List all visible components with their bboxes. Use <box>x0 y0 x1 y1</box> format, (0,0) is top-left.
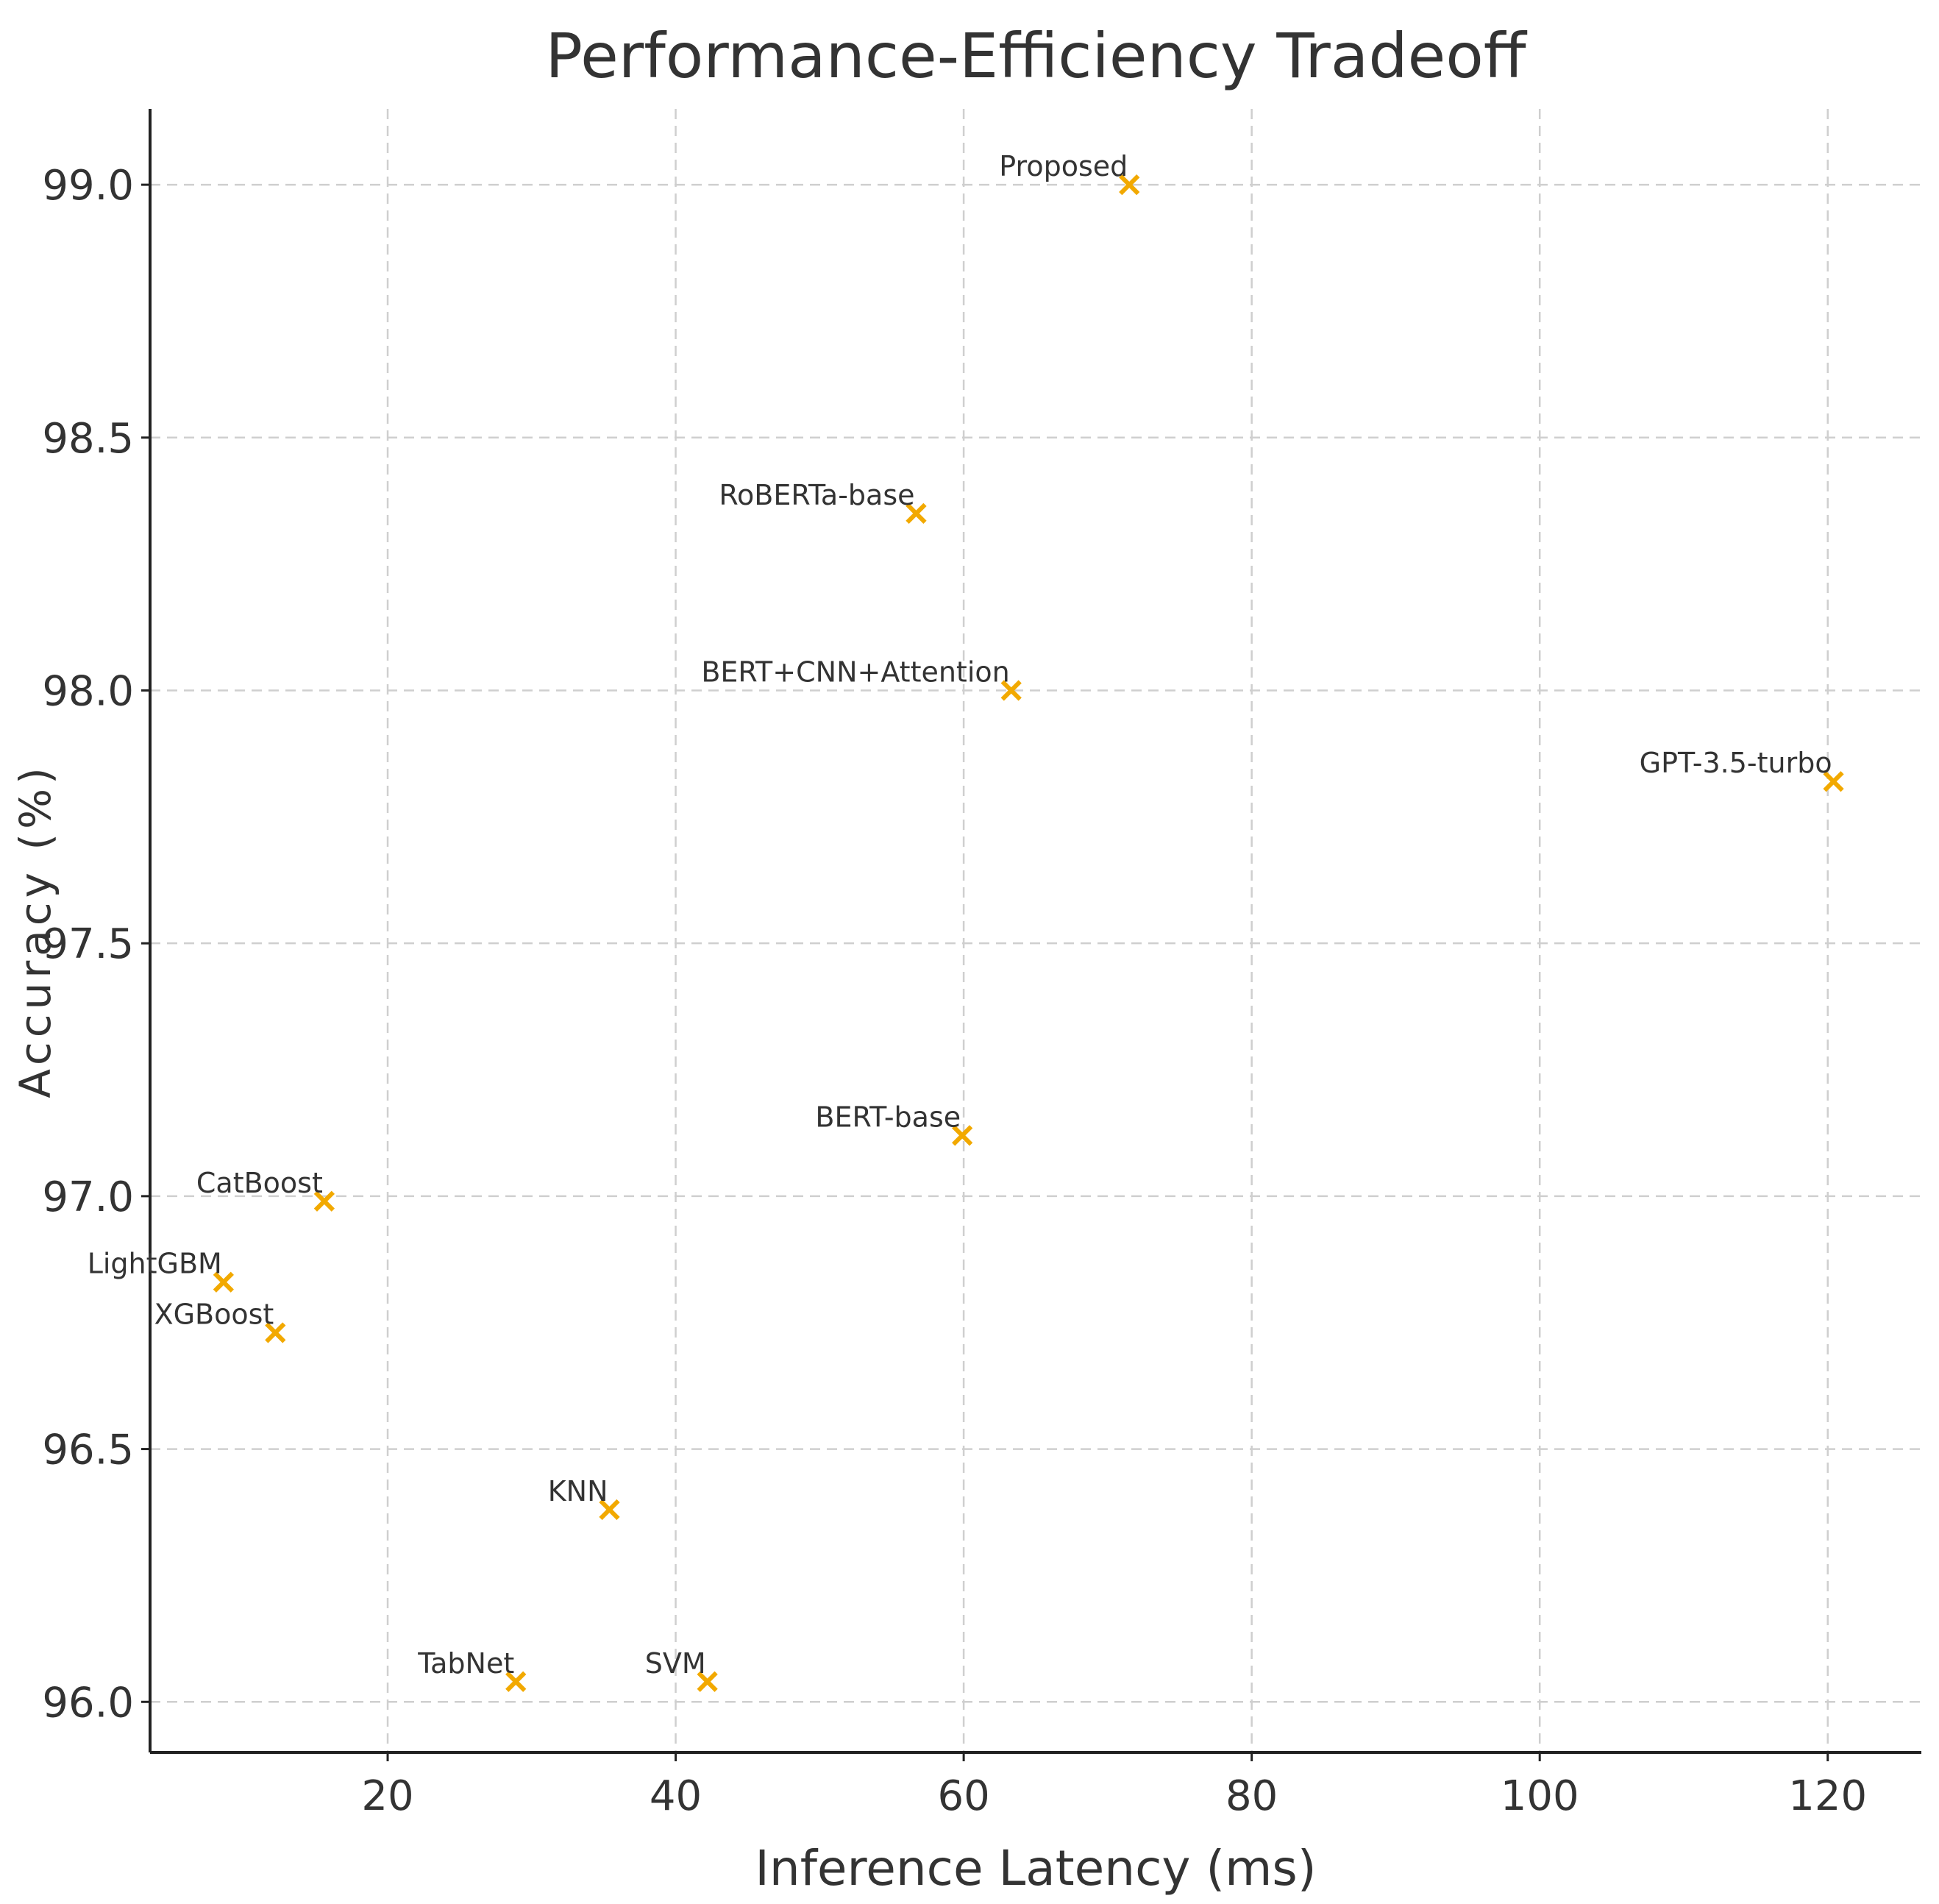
point-label: SVM <box>645 1647 706 1680</box>
data-point: KNN <box>548 1475 620 1521</box>
x-marker <box>599 1499 620 1521</box>
data-point: CatBoost <box>196 1167 335 1212</box>
x-tick-label: 120 <box>1788 1772 1867 1820</box>
x-marker <box>952 1125 973 1146</box>
x-tick-label: 40 <box>650 1772 702 1820</box>
y-tick-label: 97.5 <box>42 920 134 968</box>
data-point: BERT+CNN+Attention <box>701 656 1022 701</box>
x-marker <box>697 1671 718 1692</box>
data-point: GPT-3.5-turbo <box>1640 747 1844 792</box>
x-marker <box>1119 174 1140 196</box>
x-marker-stroke <box>265 1322 286 1343</box>
point-layer: Proposed RoBERTa-base BERT+CNN+Attention GP… <box>88 150 1844 1692</box>
y-tick-label: 98.5 <box>42 415 134 463</box>
x-tick-label: 60 <box>937 1772 989 1820</box>
x-marker-stroke <box>952 1125 973 1146</box>
tick-layer: 20 40 60 80 100 120 96.0 96.5 97.0 97.5 98.0 98.5 99… <box>42 162 1867 1820</box>
x-marker <box>1823 771 1844 792</box>
x-marker <box>906 502 927 525</box>
point-label: BERT-base <box>815 1101 961 1133</box>
point-label: LightGBM <box>88 1248 222 1280</box>
y-tick-label: 96.5 <box>42 1427 134 1474</box>
x-tick-label: 80 <box>1225 1772 1278 1820</box>
y-tick-label: 97.0 <box>42 1173 134 1221</box>
x-marker-stroke <box>697 1671 718 1692</box>
x-marker <box>313 1190 335 1212</box>
data-point: XGBoost <box>154 1298 286 1343</box>
x-marker-stroke <box>1000 680 1022 701</box>
x-axis-label: Inference Latency (ms) <box>755 1840 1316 1897</box>
x-marker <box>1000 680 1022 701</box>
data-point: TabNet <box>417 1647 527 1692</box>
chart-title: Performance-Efficiency Tradeoff <box>545 20 1527 92</box>
point-label: KNN <box>548 1475 608 1507</box>
x-tick-label: 100 <box>1501 1772 1579 1820</box>
y-tick-label: 96.0 <box>42 1679 134 1727</box>
y-tick-label: 98.0 <box>42 667 134 715</box>
y-tick-label: 99.0 <box>42 162 134 210</box>
point-label: CatBoost <box>196 1167 323 1199</box>
point-label: RoBERTa-base <box>719 479 914 511</box>
grid-layer <box>150 109 1921 1752</box>
y-axis-label: Accuracy (%) <box>10 763 60 1098</box>
point-label: Proposed <box>999 150 1128 182</box>
data-point: Proposed <box>999 150 1140 196</box>
x-marker-stroke <box>1823 771 1844 792</box>
x-marker-stroke <box>906 502 927 525</box>
x-tick-label: 20 <box>361 1772 413 1820</box>
point-label: GPT-3.5-turbo <box>1640 747 1832 779</box>
data-point: BERT-base <box>815 1101 973 1146</box>
data-point: SVM <box>645 1647 718 1692</box>
point-label: BERT+CNN+Attention <box>701 656 1009 688</box>
x-marker <box>505 1671 527 1692</box>
data-point: LightGBM <box>88 1248 234 1293</box>
x-marker-stroke <box>1119 174 1140 196</box>
x-marker <box>213 1271 234 1293</box>
x-marker-stroke <box>313 1190 335 1212</box>
point-label: XGBoost <box>154 1298 274 1330</box>
axes-layer <box>149 109 1921 1754</box>
data-point: RoBERTa-base <box>719 479 927 525</box>
x-marker-stroke <box>505 1671 527 1692</box>
x-marker-stroke <box>213 1271 234 1293</box>
point-label: TabNet <box>417 1647 514 1680</box>
x-marker-stroke <box>599 1499 620 1521</box>
x-marker <box>265 1322 286 1343</box>
